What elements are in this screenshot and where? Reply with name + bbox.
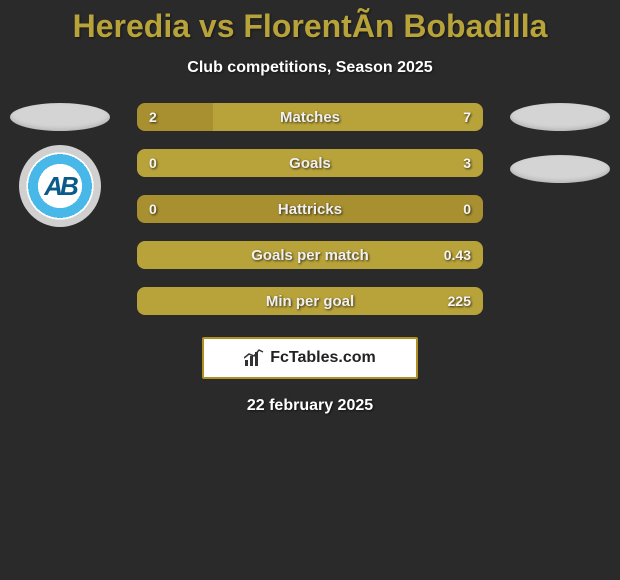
stat-bar-right xyxy=(213,103,483,131)
stat-right-value: 3 xyxy=(463,155,471,171)
title-right-name: FlorentÃ­n Bobadilla xyxy=(243,8,547,44)
stat-left-value: 0 xyxy=(149,155,157,171)
right-player-ellipse-1 xyxy=(510,103,610,131)
stat-label: Matches xyxy=(280,109,340,126)
left-club-logo: AB xyxy=(19,145,101,227)
stat-label: Hattricks xyxy=(278,201,342,218)
stat-row: Goals per match 0.43 xyxy=(137,241,483,269)
stat-right-value: 225 xyxy=(448,293,471,309)
stat-row: 0 Goals 3 xyxy=(137,149,483,177)
right-player-ellipse-2 xyxy=(510,155,610,183)
stat-right-value: 7 xyxy=(463,109,471,125)
stat-label: Goals per match xyxy=(251,247,369,264)
stat-row: 2 Matches 7 xyxy=(137,103,483,131)
left-player-ellipse xyxy=(10,103,110,131)
stat-label: Goals xyxy=(289,155,331,172)
stat-row: 0 Hattricks 0 xyxy=(137,195,483,223)
stat-left-value: 2 xyxy=(149,109,157,125)
title-vs: vs xyxy=(190,8,243,44)
left-club-logo-text: AB xyxy=(44,171,76,202)
left-player-column: AB xyxy=(0,103,120,227)
stat-right-value: 0 xyxy=(463,201,471,217)
brand-box: FcTables.com xyxy=(202,337,418,379)
stat-row: Min per goal 225 xyxy=(137,287,483,315)
comparison-title: Heredia vs FlorentÃ­n Bobadilla xyxy=(0,0,620,45)
comparison-date: 22 february 2025 xyxy=(0,397,620,415)
brand-text: FcTables.com xyxy=(270,349,376,367)
title-left-name: Heredia xyxy=(73,8,190,44)
stat-right-value: 0.43 xyxy=(444,247,471,263)
stat-rows-container: 2 Matches 7 0 Goals 3 0 Hattricks 0 Goals per mat… xyxy=(137,103,483,315)
comparison-panel: AB 2 Matches 7 0 Goals 3 0 Hattricks 0 Goals per … xyxy=(0,103,620,315)
right-player-column xyxy=(500,103,620,183)
stat-label: Min per goal xyxy=(266,293,354,310)
chart-icon xyxy=(244,349,264,367)
comparison-subtitle: Club competitions, Season 2025 xyxy=(0,59,620,77)
stat-left-value: 0 xyxy=(149,201,157,217)
